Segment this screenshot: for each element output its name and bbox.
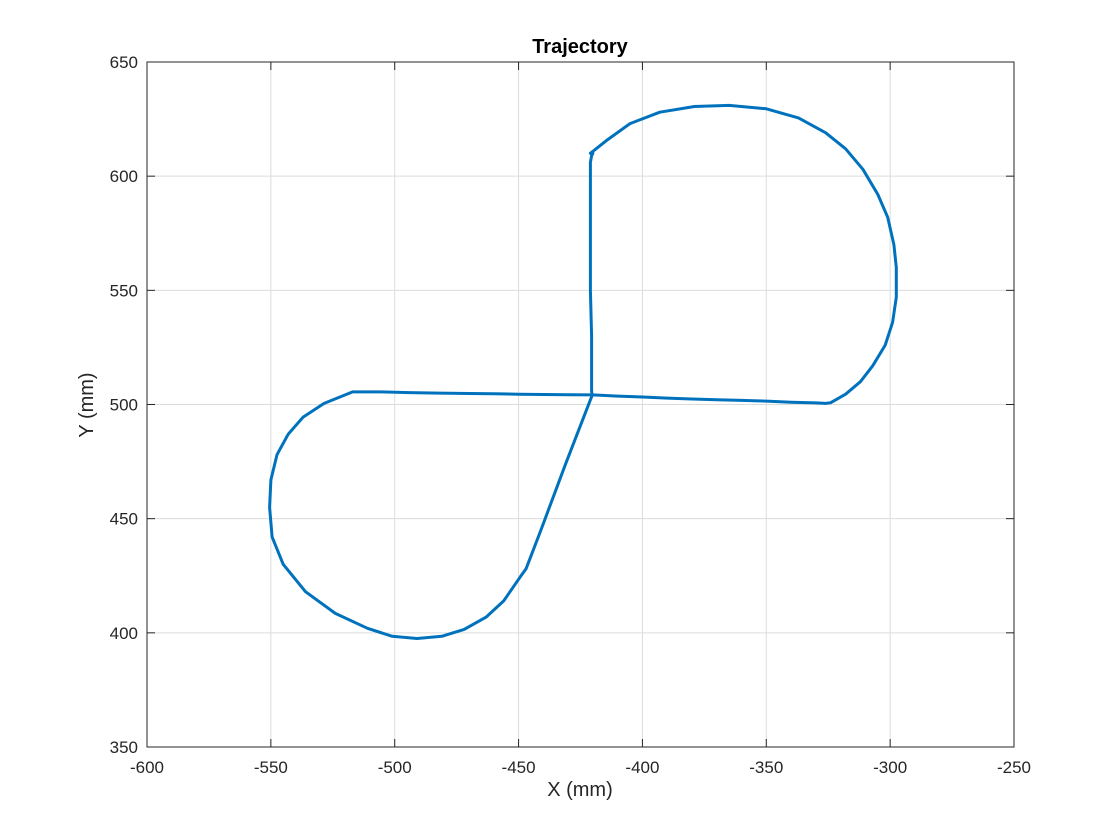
data-layer	[268, 103, 898, 640]
x-tick-label: -500	[378, 758, 412, 777]
x-tick-label: -600	[130, 758, 164, 777]
y-tick-labels: 350 400 450 500 550 600 650	[110, 53, 138, 757]
x-tick-label: -350	[749, 758, 783, 777]
y-tick-label: 650	[110, 53, 138, 72]
y-tick-label: 350	[110, 738, 138, 757]
x-tick-label: -300	[873, 758, 907, 777]
chart-title: Trajectory	[532, 36, 628, 58]
trajectory-line	[268, 103, 898, 640]
y-tick-label: 450	[110, 510, 138, 529]
y-tick-label: 550	[110, 281, 138, 300]
x-tick-label: -400	[625, 758, 659, 777]
y-tick-label: 500	[110, 396, 138, 415]
x-axis-label: X (mm)	[547, 779, 613, 801]
x-tick-label: -450	[502, 758, 536, 777]
grid-lines	[147, 62, 1014, 747]
y-tick-label: 600	[110, 167, 138, 186]
y-tick-label: 400	[110, 624, 138, 643]
tick-marks	[146, 61, 1015, 748]
y-axis-label: Y (mm)	[76, 372, 98, 437]
x-tick-label: -550	[254, 758, 288, 777]
x-tick-label: -250	[997, 758, 1031, 777]
x-tick-labels: -600 -550 -500 -450 -400 -350 -300 -250	[130, 758, 1031, 777]
